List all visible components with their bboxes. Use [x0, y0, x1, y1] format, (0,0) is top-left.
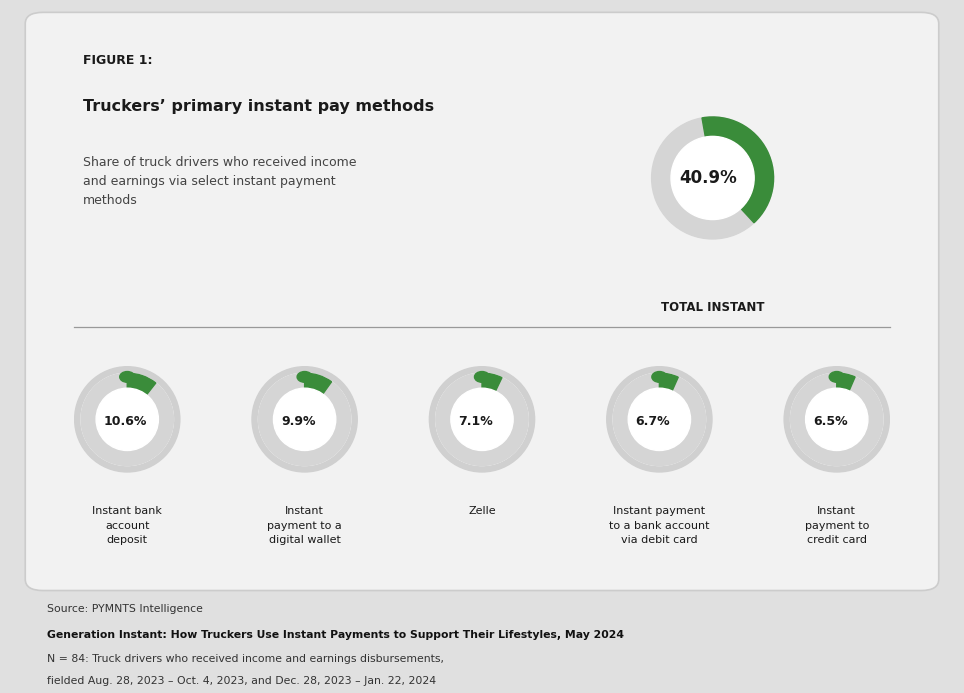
- Circle shape: [671, 137, 754, 220]
- Text: FIGURE 1:: FIGURE 1:: [83, 55, 152, 67]
- Text: 10.6%: 10.6%: [103, 415, 147, 428]
- Wedge shape: [258, 373, 351, 466]
- Wedge shape: [436, 373, 528, 466]
- Circle shape: [784, 367, 890, 472]
- Wedge shape: [127, 373, 156, 395]
- Text: TOTAL INSTANT: TOTAL INSTANT: [661, 301, 764, 315]
- Circle shape: [258, 373, 351, 466]
- Wedge shape: [790, 373, 883, 466]
- Text: 6.5%: 6.5%: [813, 415, 847, 428]
- Circle shape: [252, 367, 358, 472]
- Text: Instant
payment to
credit card: Instant payment to credit card: [805, 507, 869, 545]
- Wedge shape: [659, 373, 679, 391]
- Text: Share of truck drivers who received income
and earnings via select instant payme: Share of truck drivers who received inco…: [83, 155, 357, 207]
- Ellipse shape: [474, 371, 490, 383]
- Text: N = 84: Truck drivers who received income and earnings disbursements,: N = 84: Truck drivers who received incom…: [47, 654, 444, 664]
- Circle shape: [81, 373, 174, 466]
- Wedge shape: [613, 373, 706, 466]
- Circle shape: [96, 388, 158, 450]
- Wedge shape: [652, 117, 773, 239]
- Text: 40.9%: 40.9%: [680, 169, 737, 187]
- Text: 6.7%: 6.7%: [635, 415, 670, 428]
- Ellipse shape: [297, 371, 312, 383]
- Text: fielded Aug. 28, 2023 – Oct. 4, 2023, and Dec. 28, 2023 – Jan. 22, 2024: fielded Aug. 28, 2023 – Oct. 4, 2023, an…: [47, 676, 437, 685]
- Wedge shape: [702, 117, 773, 222]
- Text: Zelle: Zelle: [469, 507, 495, 516]
- Circle shape: [629, 388, 690, 450]
- Wedge shape: [837, 373, 855, 391]
- Text: Instant payment
to a bank account
via debit card: Instant payment to a bank account via de…: [609, 507, 710, 545]
- Wedge shape: [81, 373, 174, 466]
- Circle shape: [790, 373, 883, 466]
- Text: 9.9%: 9.9%: [281, 415, 315, 428]
- Ellipse shape: [652, 371, 667, 383]
- Circle shape: [436, 373, 528, 466]
- Wedge shape: [305, 373, 332, 394]
- Circle shape: [429, 367, 535, 472]
- Circle shape: [606, 367, 712, 472]
- Text: Instant
payment to a
digital wallet: Instant payment to a digital wallet: [267, 507, 342, 545]
- Text: Truckers’ primary instant pay methods: Truckers’ primary instant pay methods: [83, 99, 434, 114]
- Circle shape: [806, 388, 868, 450]
- Circle shape: [451, 388, 513, 450]
- Wedge shape: [482, 373, 502, 392]
- Text: Generation Instant: How Truckers Use Instant Payments to Support Their Lifestyle: Generation Instant: How Truckers Use Ins…: [47, 630, 625, 640]
- Text: Instant bank
account
deposit: Instant bank account deposit: [93, 507, 162, 545]
- Circle shape: [74, 367, 180, 472]
- FancyBboxPatch shape: [25, 12, 939, 590]
- Text: Source: PYMNTS Intelligence: Source: PYMNTS Intelligence: [47, 604, 203, 614]
- Circle shape: [274, 388, 335, 450]
- Text: 7.1%: 7.1%: [458, 415, 494, 428]
- Ellipse shape: [829, 371, 844, 383]
- Ellipse shape: [120, 371, 135, 383]
- Circle shape: [613, 373, 706, 466]
